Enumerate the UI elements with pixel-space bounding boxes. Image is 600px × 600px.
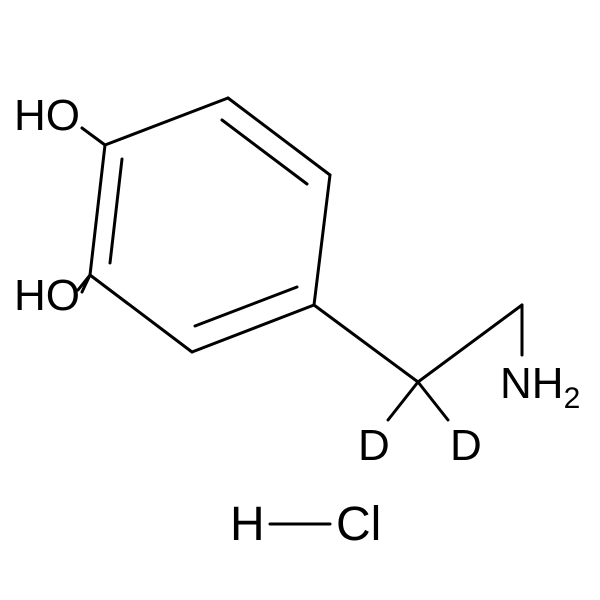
ho-top-label: HO bbox=[14, 91, 80, 140]
bond-ring-alpha bbox=[314, 305, 418, 382]
nh-text: NH bbox=[500, 359, 564, 408]
hydroxyl-bottom: HO bbox=[14, 271, 90, 320]
svg-text:NH2: NH2 bbox=[500, 359, 580, 415]
salt-h: H bbox=[230, 498, 265, 551]
ho-bottom-label: HO bbox=[14, 271, 80, 320]
hcl-salt: H Cl bbox=[230, 498, 381, 551]
amine-group: NH2 bbox=[500, 359, 580, 415]
deuterium-right: D bbox=[450, 421, 482, 470]
chemical-structure: HO HO D D NH2 H Cl bbox=[0, 0, 600, 600]
benzene-ring bbox=[90, 98, 330, 352]
nh2-sub: 2 bbox=[564, 382, 581, 415]
bond-alpha-d-left bbox=[388, 382, 418, 420]
hydroxyl-top: HO bbox=[14, 91, 105, 145]
salt-cl: Cl bbox=[336, 498, 381, 551]
bond-alpha-d-right bbox=[418, 382, 448, 420]
deuterium-left: D bbox=[358, 421, 390, 470]
